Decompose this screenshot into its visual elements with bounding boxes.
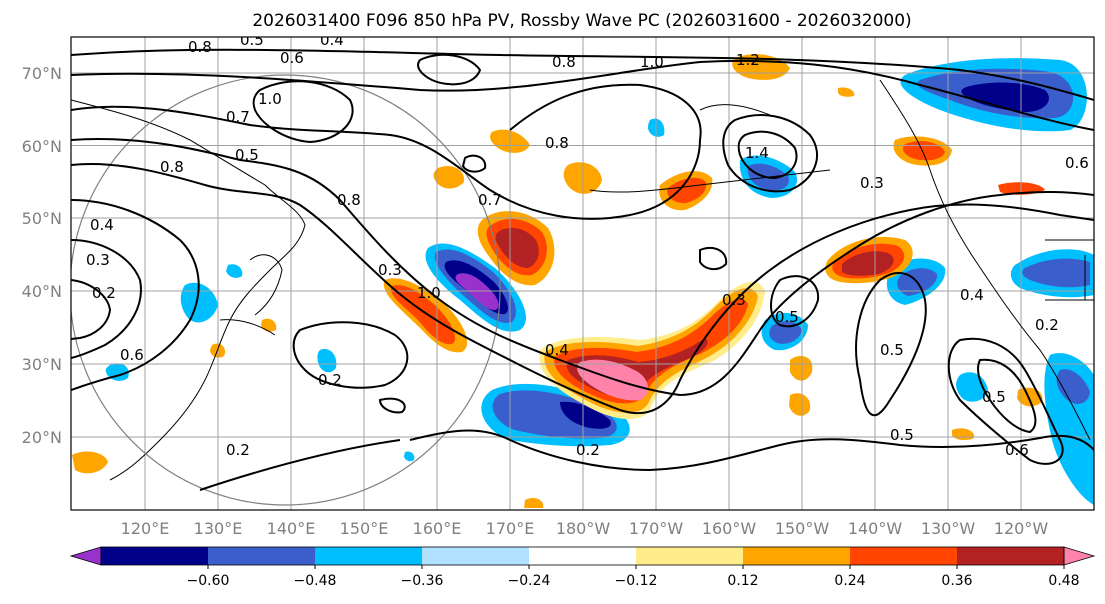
contour-label: 0.5 xyxy=(880,341,904,359)
lon-label: 170°E xyxy=(486,519,535,538)
contour-label: 0.8 xyxy=(188,38,212,56)
lat-label: 70°N xyxy=(22,64,62,83)
lat-label: 20°N xyxy=(22,428,62,447)
longitude-labels: 120°E 130°E 140°E 150°E 160°E 170°E 180°… xyxy=(121,519,1049,538)
colorbar-outline xyxy=(100,546,1065,566)
lon-label: 140°E xyxy=(267,519,316,538)
pv-contours xyxy=(71,48,1094,491)
contour-label: 0.2 xyxy=(1035,316,1059,334)
map-frame xyxy=(70,36,1095,511)
contour-label: 0.6 xyxy=(120,346,144,364)
negative-anomaly-north-pacific xyxy=(105,118,1094,505)
contour-label: 0.3 xyxy=(378,261,402,279)
contour-label: 0.3 xyxy=(860,174,884,192)
contour-labels: 0.8 0.5 0.4 0.6 1.0 0.7 0.8 0.3 0.2 0.6 … xyxy=(86,31,1089,459)
colorbar: −0.60 −0.48 −0.36 −0.24 −0.12 0.12 0.24 0.36 0.4… xyxy=(69,546,1096,589)
contour-label: 0.5 xyxy=(240,31,264,49)
contour-label: 1.0 xyxy=(640,53,664,71)
contour-label: 0.2 xyxy=(226,441,250,459)
contour-label: 1.0 xyxy=(258,90,282,108)
negative-anomaly-alaska xyxy=(900,58,1087,132)
lon-label: 130°E xyxy=(194,519,243,538)
colorbar-segment xyxy=(850,547,958,565)
lat-label: 30°N xyxy=(22,355,62,374)
colorbar-tick-label: −0.12 xyxy=(615,573,658,589)
contour-label: 1.2 xyxy=(736,51,760,69)
colorbar-extend-low xyxy=(69,546,102,566)
colorbar-tick-label: −0.48 xyxy=(294,573,337,589)
colorbar-tick-label: 0.12 xyxy=(727,573,758,589)
colorbar-segment xyxy=(208,547,316,565)
projection-circle xyxy=(71,74,501,506)
contour-label: 0.6 xyxy=(1005,441,1029,459)
colorbar-extend-high xyxy=(1063,546,1096,566)
colorbar-tick-label: 0.48 xyxy=(1048,573,1079,589)
lon-label: 120°E xyxy=(121,519,170,538)
contour-label: 0.4 xyxy=(960,286,984,304)
lon-label: 150°E xyxy=(340,519,389,538)
contour-label: 0.7 xyxy=(226,108,250,126)
colorbar-tick-label: −0.36 xyxy=(401,573,444,589)
lon-label: 170°W xyxy=(629,519,684,538)
lon-label: 130°W xyxy=(921,519,976,538)
lat-label: 60°N xyxy=(22,137,62,156)
lon-label: 140°W xyxy=(848,519,903,538)
colorbar-segment xyxy=(101,547,209,565)
contour-label: 0.8 xyxy=(545,134,569,152)
contour-label: 0.2 xyxy=(318,371,342,389)
contour-label: 0.2 xyxy=(92,284,116,302)
latitude-labels: 70°N 60°N 50°N 40°N 30°N 20°N xyxy=(22,64,62,447)
colorbar-segment xyxy=(422,547,530,565)
lon-label: 160°W xyxy=(702,519,757,538)
colorbar-segment xyxy=(957,547,1065,565)
contour-label: 0.5 xyxy=(235,146,259,164)
colorbar-tick-label: 0.24 xyxy=(834,573,865,589)
colorbar-segment xyxy=(529,547,637,565)
contour-label: 1.0 xyxy=(417,284,441,302)
contour-label: 0.5 xyxy=(775,308,799,326)
negative-anomaly-kamchatka-region xyxy=(425,243,526,332)
contour-label: 0.4 xyxy=(320,31,344,49)
lat-label: 40°N xyxy=(22,282,62,301)
map-panel: 0.8 0.5 0.4 0.6 1.0 0.7 0.8 0.3 0.2 0.6 … xyxy=(70,31,1095,511)
contour-label: 0.5 xyxy=(890,426,914,444)
contour-label: 0.4 xyxy=(90,216,114,234)
contour-label: 0.8 xyxy=(552,53,576,71)
lon-label: 160°E xyxy=(413,519,462,538)
colorbar-segment xyxy=(743,547,851,565)
contour-label: 0.8 xyxy=(160,158,184,176)
colorbar-tick-label: −0.60 xyxy=(187,573,230,589)
contour-label: 0.8 xyxy=(337,191,361,209)
contour-label: 0.6 xyxy=(1065,154,1089,172)
contour-label: 0.7 xyxy=(478,191,502,209)
colorbar-segment xyxy=(636,547,744,565)
positive-anomaly-subtropical-band xyxy=(539,281,765,420)
map-title: 2026031400 F096 850 hPa PV, Rossby Wave … xyxy=(252,11,911,31)
contour-label: 1.4 xyxy=(745,144,769,162)
colorbar-tick-label: −0.24 xyxy=(508,573,551,589)
contour-label: 0.4 xyxy=(545,341,569,359)
contour-label: 0.5 xyxy=(982,388,1006,406)
lon-label: 120°W xyxy=(994,519,1049,538)
colorbar-segment xyxy=(315,547,423,565)
contour-label: 0.3 xyxy=(722,291,746,309)
contour-label: 0.6 xyxy=(280,49,304,67)
lat-label: 50°N xyxy=(22,209,62,228)
shading-layer xyxy=(72,54,1094,508)
contour-label: 0.2 xyxy=(576,441,600,459)
coastlines xyxy=(71,79,1094,481)
lon-label: 150°W xyxy=(775,519,830,538)
lon-label: 180°W xyxy=(556,519,611,538)
graticule xyxy=(71,37,1094,510)
contour-label: 0.3 xyxy=(86,251,110,269)
colorbar-tick-label: 0.36 xyxy=(941,573,972,589)
